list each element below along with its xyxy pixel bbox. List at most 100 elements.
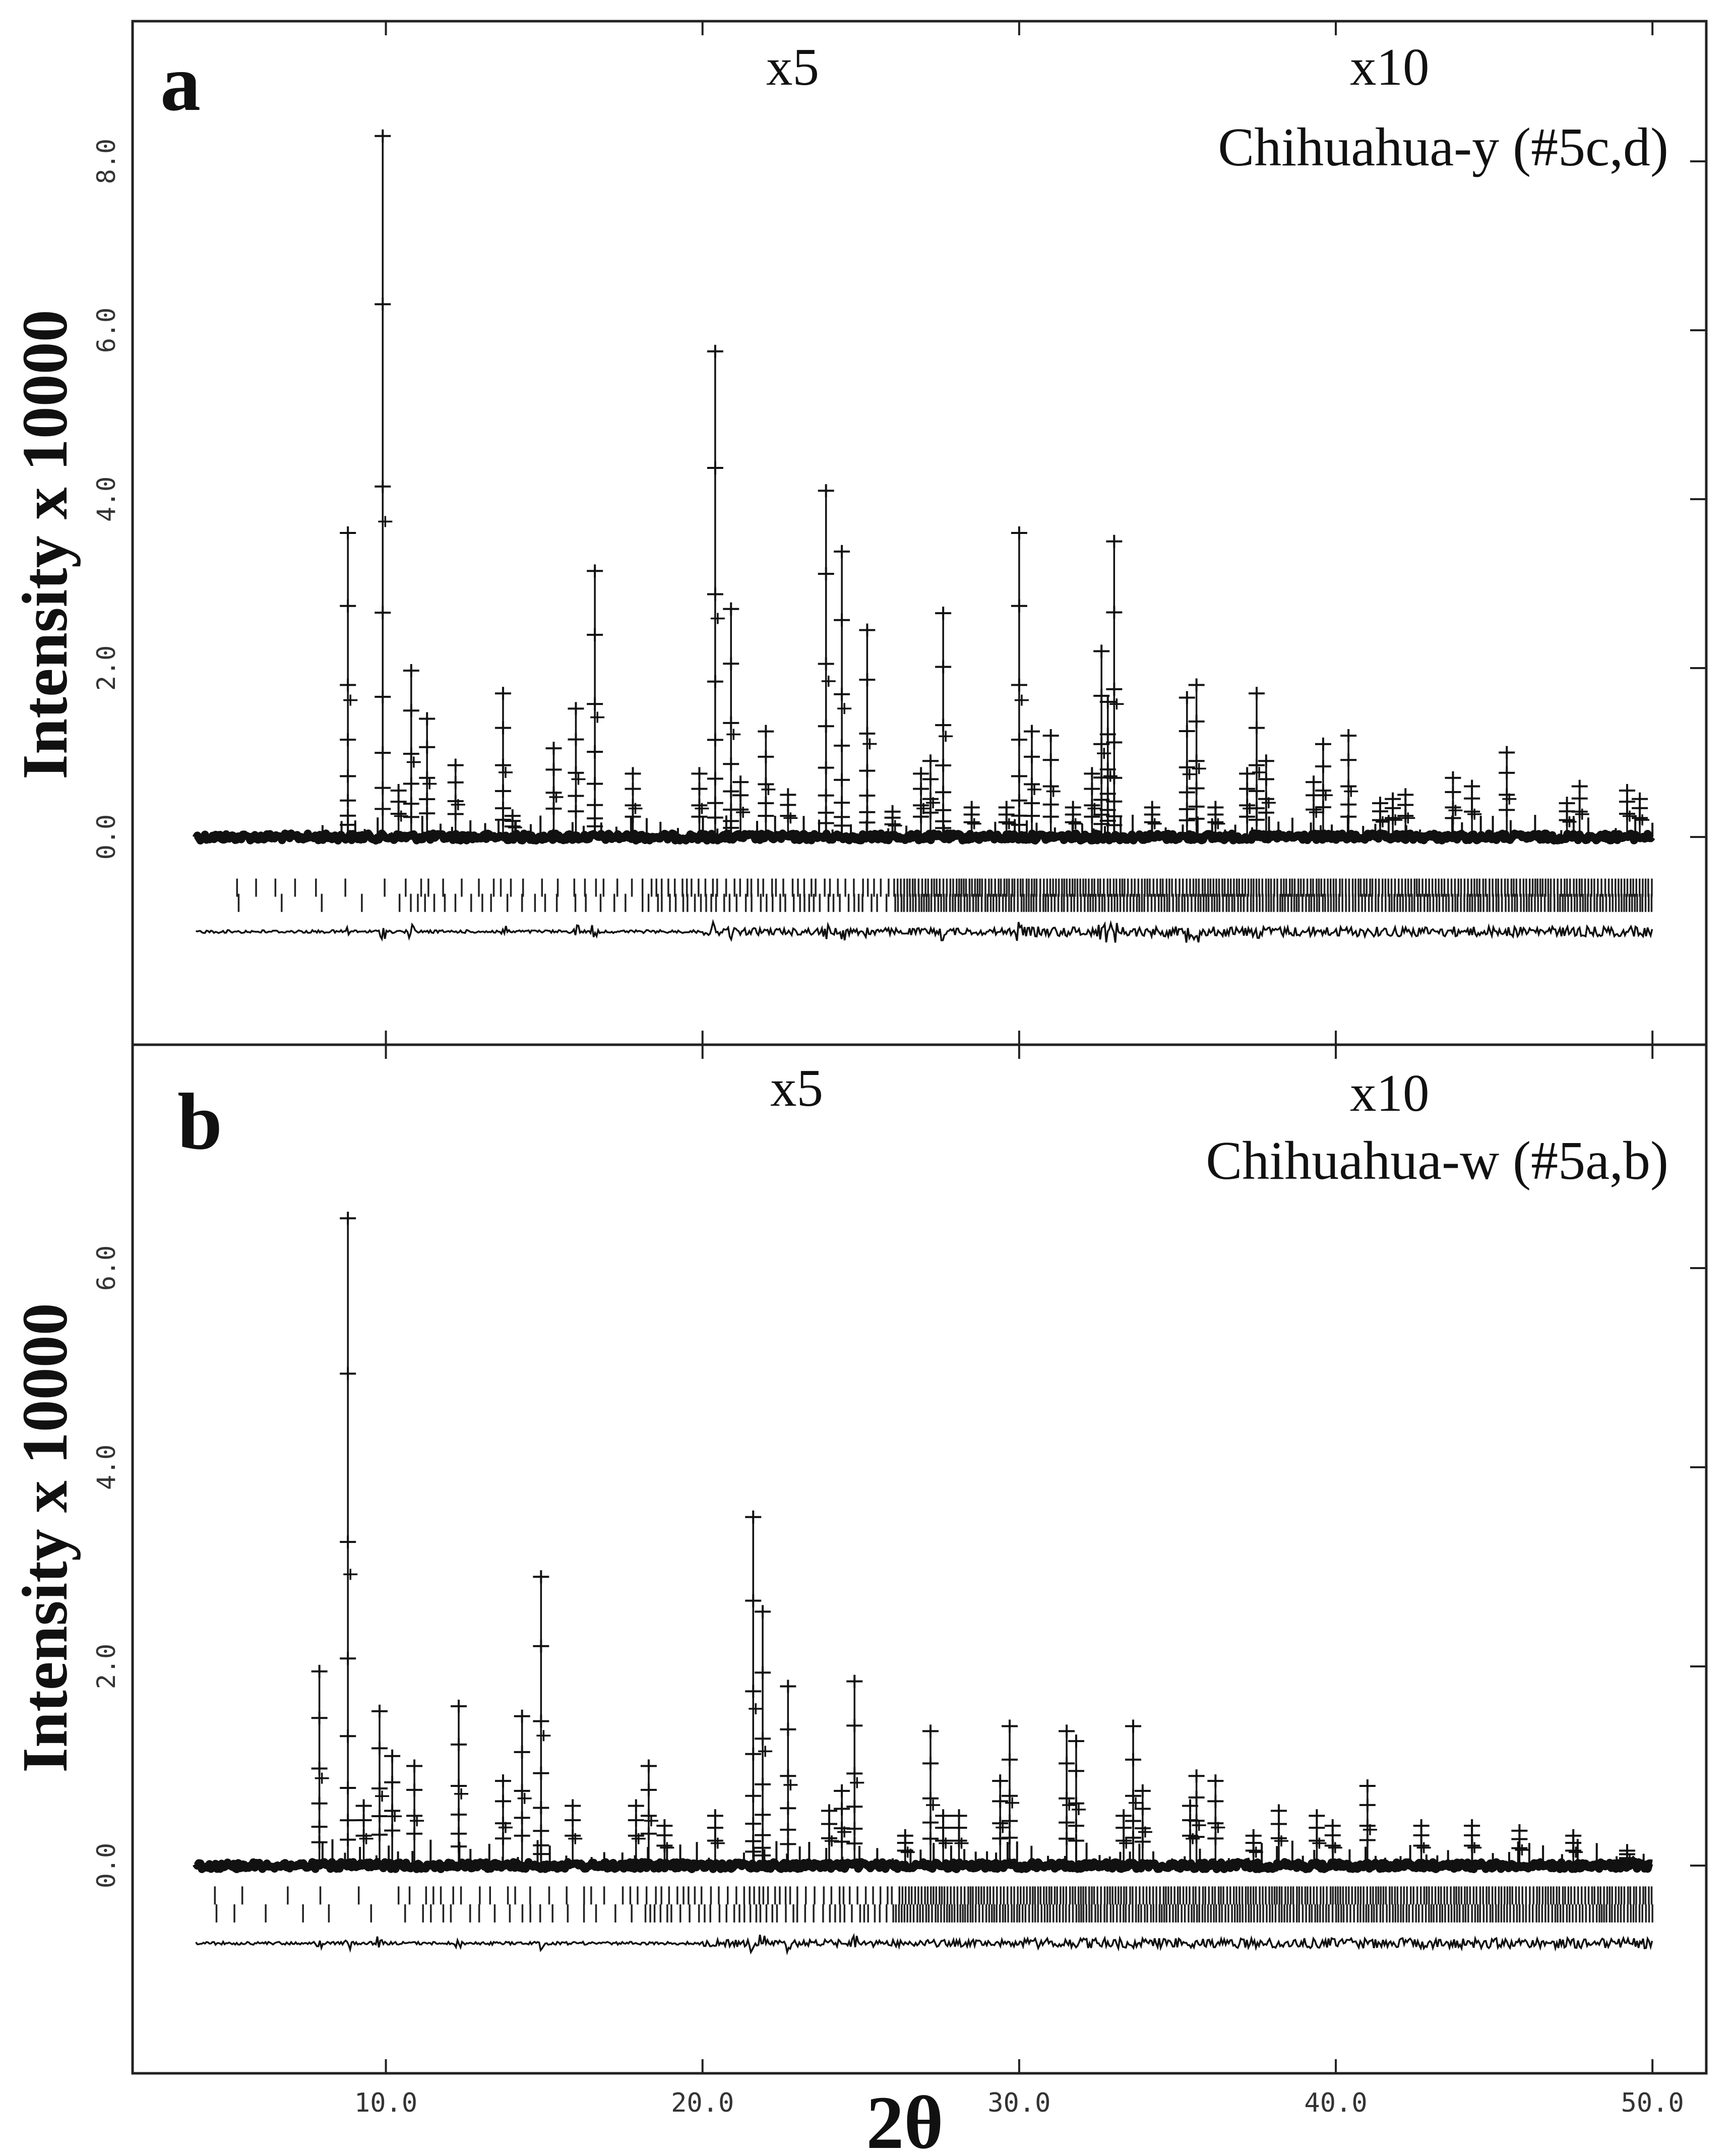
peak [625,767,643,837]
peak [1249,687,1267,837]
panel-b-plot [193,1212,1655,1956]
panel-a-label: a [160,38,201,128]
peak [656,1819,674,1866]
peak [1559,797,1577,837]
panel-a-y-axis-label: Intensity x 10000 [9,310,81,780]
peak [419,712,437,837]
peak [390,784,408,837]
peak [834,1784,852,1866]
y-tick-label: 4.0 [92,476,121,522]
y-tick-label: 8.0 [92,139,121,184]
peak [1099,695,1118,837]
peak [935,607,953,837]
panel-b-y-tick-labels: 0.0 2.0 4.0 6.0 [92,1245,121,1888]
peak [451,1700,469,1866]
minor-peaks [321,1838,1645,1866]
peak [1565,1829,1583,1866]
peak [1464,1819,1482,1866]
peak [1011,526,1029,837]
peak [1116,1809,1134,1866]
peak [1144,801,1162,837]
x-tick-label: 30.0 [987,2088,1050,2118]
peak [745,1510,763,1866]
panel-b: 0.0 2.0 4.0 6.0 b x5 x10 Chihuahua-w (#5a,b… [9,1043,1708,2075]
peak [1619,1844,1637,1866]
peak [640,1759,658,1866]
peak [922,754,941,837]
peak [545,742,564,837]
peak [406,1759,424,1866]
peaks [340,129,1650,837]
difference-curve [196,919,1653,943]
peak [1065,801,1083,837]
peak [1059,1724,1077,1866]
reflection-row-1 [214,1886,1653,1905]
peak [403,664,421,837]
peak [755,1605,773,1866]
y-tick-label: 4.0 [92,1445,121,1490]
x-tick-label: 10.0 [354,2088,417,2118]
peak [1270,1804,1288,1866]
peak [1315,737,1333,837]
peak [922,1724,941,1866]
reflection-row-2 [237,893,1653,912]
peak [565,1799,583,1866]
peak [1632,792,1650,837]
peak [1511,1824,1529,1866]
panel-b-sample-label: Chihuahua-w (#5a,b) [1206,1131,1668,1191]
peak [1188,678,1206,837]
y-tick-label: 2.0 [92,1644,121,1689]
x-tick-label: 40.0 [1304,2088,1367,2118]
peak [884,805,902,837]
peak [1359,1779,1377,1866]
peak [504,809,522,837]
reflection-row-1 [236,878,1653,897]
peak [1397,788,1415,837]
peak [859,623,877,837]
peak [780,788,798,837]
peak [1499,746,1517,837]
peak [1413,1819,1431,1866]
y-tick-label: 6.0 [92,308,121,353]
peak [913,767,931,837]
peak [447,758,465,837]
peak [340,526,358,837]
peak [1324,1819,1342,1866]
peak [1207,1774,1225,1866]
x-tick-label: 20.0 [671,2088,734,2118]
peak [494,687,513,837]
peak [1340,729,1358,837]
reflection-markers [214,1886,1653,1923]
peak [1619,784,1637,837]
x-tick-labels: 10.0 20.0 30.0 40.0 50.0 [354,2088,1684,2118]
peak [1125,1719,1143,1866]
peak [998,801,1016,837]
baseline-profile [192,829,1655,845]
peak [1445,771,1463,837]
peak [1134,1784,1152,1866]
peak [1024,725,1042,837]
peak [1571,780,1589,837]
panel-b-axis-ticks [385,1045,1706,2073]
peak [992,1774,1010,1866]
peak [340,1212,358,1866]
peak [707,344,725,837]
peak [951,1809,969,1866]
y-tick-label: 0.0 [92,814,121,860]
reflection-markers [236,878,1653,912]
panel-a: 0.0 2.0 4.0 6.0 8.0 a x5 x10 Chihuahua-y (#5… [9,20,1708,1046]
peak [1068,1734,1086,1866]
peak [587,564,605,837]
panel-a-sample-label: Chihuahua-y (#5c,d) [1218,117,1668,177]
peak [1372,797,1390,837]
peak [1464,780,1482,837]
peak [1084,767,1102,837]
peak [1179,691,1197,837]
y-tick-label: 0.0 [92,1843,121,1888]
y-tick-label: 2.0 [92,645,121,691]
panel-b-y-axis-label: Intensity x 10000 [9,1303,81,1773]
difference-curve [195,1933,1653,1956]
panel-a-y-tick-labels: 0.0 2.0 4.0 6.0 8.0 [92,139,121,860]
peak [1106,534,1124,837]
peak [1207,801,1225,837]
